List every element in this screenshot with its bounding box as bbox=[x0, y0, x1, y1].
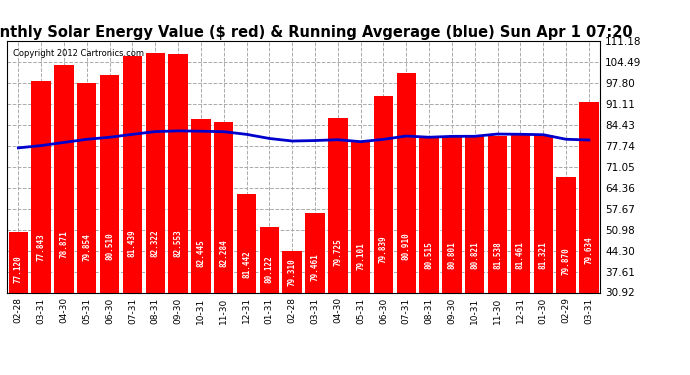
Text: 81.538: 81.538 bbox=[493, 241, 502, 269]
Text: 80.801: 80.801 bbox=[447, 241, 457, 269]
Bar bbox=[420, 137, 439, 292]
Bar bbox=[259, 227, 279, 292]
Bar bbox=[146, 53, 165, 292]
Bar bbox=[533, 135, 553, 292]
Bar bbox=[556, 177, 575, 292]
Text: 80.122: 80.122 bbox=[265, 255, 274, 283]
Bar bbox=[351, 142, 371, 292]
Text: 79.854: 79.854 bbox=[82, 233, 91, 261]
Text: 79.725: 79.725 bbox=[333, 238, 342, 266]
Text: 79.634: 79.634 bbox=[584, 236, 593, 264]
Bar bbox=[397, 74, 416, 292]
Text: 79.870: 79.870 bbox=[562, 248, 571, 275]
Bar bbox=[191, 119, 210, 292]
Bar bbox=[123, 56, 142, 292]
Bar bbox=[442, 136, 462, 292]
Bar bbox=[8, 232, 28, 292]
Text: 80.821: 80.821 bbox=[471, 242, 480, 269]
Text: 81.321: 81.321 bbox=[539, 241, 548, 269]
Bar bbox=[168, 54, 188, 292]
Text: 77.120: 77.120 bbox=[14, 256, 23, 284]
Bar bbox=[328, 118, 348, 292]
Text: 80.510: 80.510 bbox=[105, 232, 114, 260]
Text: 79.101: 79.101 bbox=[356, 242, 365, 270]
Bar bbox=[55, 65, 74, 292]
Text: 82.322: 82.322 bbox=[150, 229, 160, 256]
Bar bbox=[77, 82, 97, 292]
Bar bbox=[305, 213, 325, 292]
Text: 81.439: 81.439 bbox=[128, 229, 137, 257]
Text: 79.461: 79.461 bbox=[310, 253, 319, 280]
Bar bbox=[465, 136, 484, 292]
Title: Monthly Solar Energy Value ($ red) & Running Avgerage (blue) Sun Apr 1 07:20: Monthly Solar Energy Value ($ red) & Run… bbox=[0, 25, 633, 40]
Bar bbox=[374, 96, 393, 292]
Bar bbox=[579, 102, 599, 292]
Text: Copyright 2012 Cartronics.com: Copyright 2012 Cartronics.com bbox=[13, 49, 144, 58]
Text: 80.515: 80.515 bbox=[424, 242, 433, 269]
Text: 79.839: 79.839 bbox=[379, 235, 388, 263]
Bar bbox=[100, 75, 119, 292]
Text: 82.284: 82.284 bbox=[219, 239, 228, 267]
Text: 81.461: 81.461 bbox=[516, 241, 525, 269]
Bar bbox=[488, 136, 507, 292]
Text: 80.910: 80.910 bbox=[402, 232, 411, 260]
Bar bbox=[282, 251, 302, 292]
Bar bbox=[32, 81, 51, 292]
Text: 82.553: 82.553 bbox=[174, 229, 183, 256]
Text: 82.445: 82.445 bbox=[197, 239, 206, 267]
Bar bbox=[237, 194, 256, 292]
Text: 78.871: 78.871 bbox=[59, 231, 68, 258]
Text: 81.442: 81.442 bbox=[242, 250, 251, 278]
Text: 77.843: 77.843 bbox=[37, 233, 46, 261]
Text: 79.310: 79.310 bbox=[288, 258, 297, 286]
Bar bbox=[214, 122, 233, 292]
Bar bbox=[511, 134, 530, 292]
